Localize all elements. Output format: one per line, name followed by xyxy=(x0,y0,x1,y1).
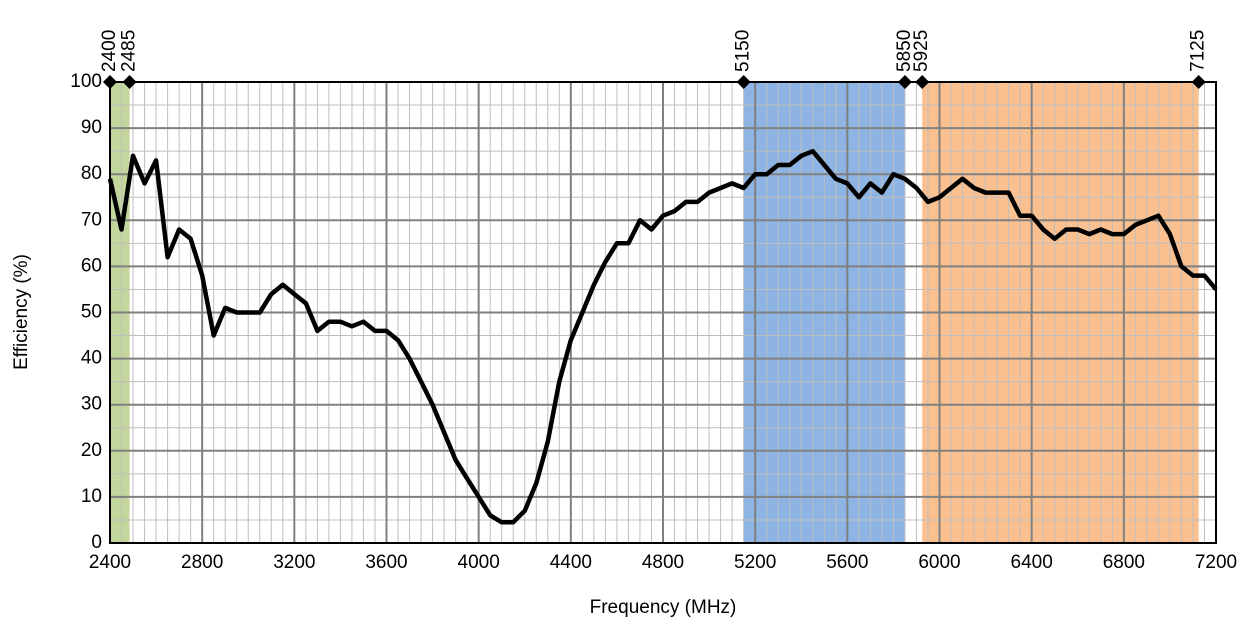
x-tick-label: 6000 xyxy=(918,552,960,573)
y-tick-label: 20 xyxy=(81,440,102,461)
y-tick-label: 0 xyxy=(91,532,102,553)
y-tick-label: 50 xyxy=(81,302,102,323)
marker-label: 5150 xyxy=(733,30,754,72)
band-marker xyxy=(1191,75,1206,89)
x-tick-label: 3200 xyxy=(273,552,315,573)
x-tick-label: 4000 xyxy=(458,552,500,573)
y-tick-label: 10 xyxy=(81,486,102,507)
x-tick-label: 6800 xyxy=(1103,552,1145,573)
x-tick-label: 5600 xyxy=(826,552,868,573)
x-tick-label: 4400 xyxy=(550,552,592,573)
y-tick-label: 70 xyxy=(81,209,102,230)
band-marker xyxy=(736,75,751,89)
x-tick-label: 7200 xyxy=(1195,552,1237,573)
y-tick-label: 80 xyxy=(81,163,102,184)
marker-label: 7125 xyxy=(1188,30,1209,72)
y-tick-label: 40 xyxy=(81,348,102,369)
y-tick-label: 100 xyxy=(70,71,102,92)
x-tick-label: 4800 xyxy=(642,552,684,573)
x-axis-label: Frequency (MHz) xyxy=(590,597,737,618)
marker-label: 2400 xyxy=(99,30,120,72)
band-marker xyxy=(103,75,117,89)
y-tick-label: 30 xyxy=(81,394,102,415)
band-marker xyxy=(915,75,930,89)
marker-label: 5850 xyxy=(894,30,915,72)
marker-label: 2485 xyxy=(119,30,140,72)
y-tick-label: 90 xyxy=(81,117,102,138)
x-tick-label: 2400 xyxy=(89,552,131,573)
band-marker xyxy=(897,75,912,89)
x-tick-label: 6400 xyxy=(1011,552,1053,573)
x-tick-label: 2800 xyxy=(181,552,223,573)
y-tick-label: 60 xyxy=(81,255,102,276)
data-line xyxy=(107,148,1218,525)
x-tick-label: 3600 xyxy=(365,552,407,573)
plot-border xyxy=(109,81,1217,544)
y-axis-label: Efficiency (%) xyxy=(11,254,32,370)
x-tick-label: 5200 xyxy=(734,552,776,573)
marker-label: 5925 xyxy=(911,30,932,72)
band-marker xyxy=(122,75,137,89)
